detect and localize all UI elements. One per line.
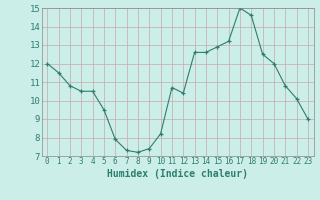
X-axis label: Humidex (Indice chaleur): Humidex (Indice chaleur) (107, 169, 248, 179)
